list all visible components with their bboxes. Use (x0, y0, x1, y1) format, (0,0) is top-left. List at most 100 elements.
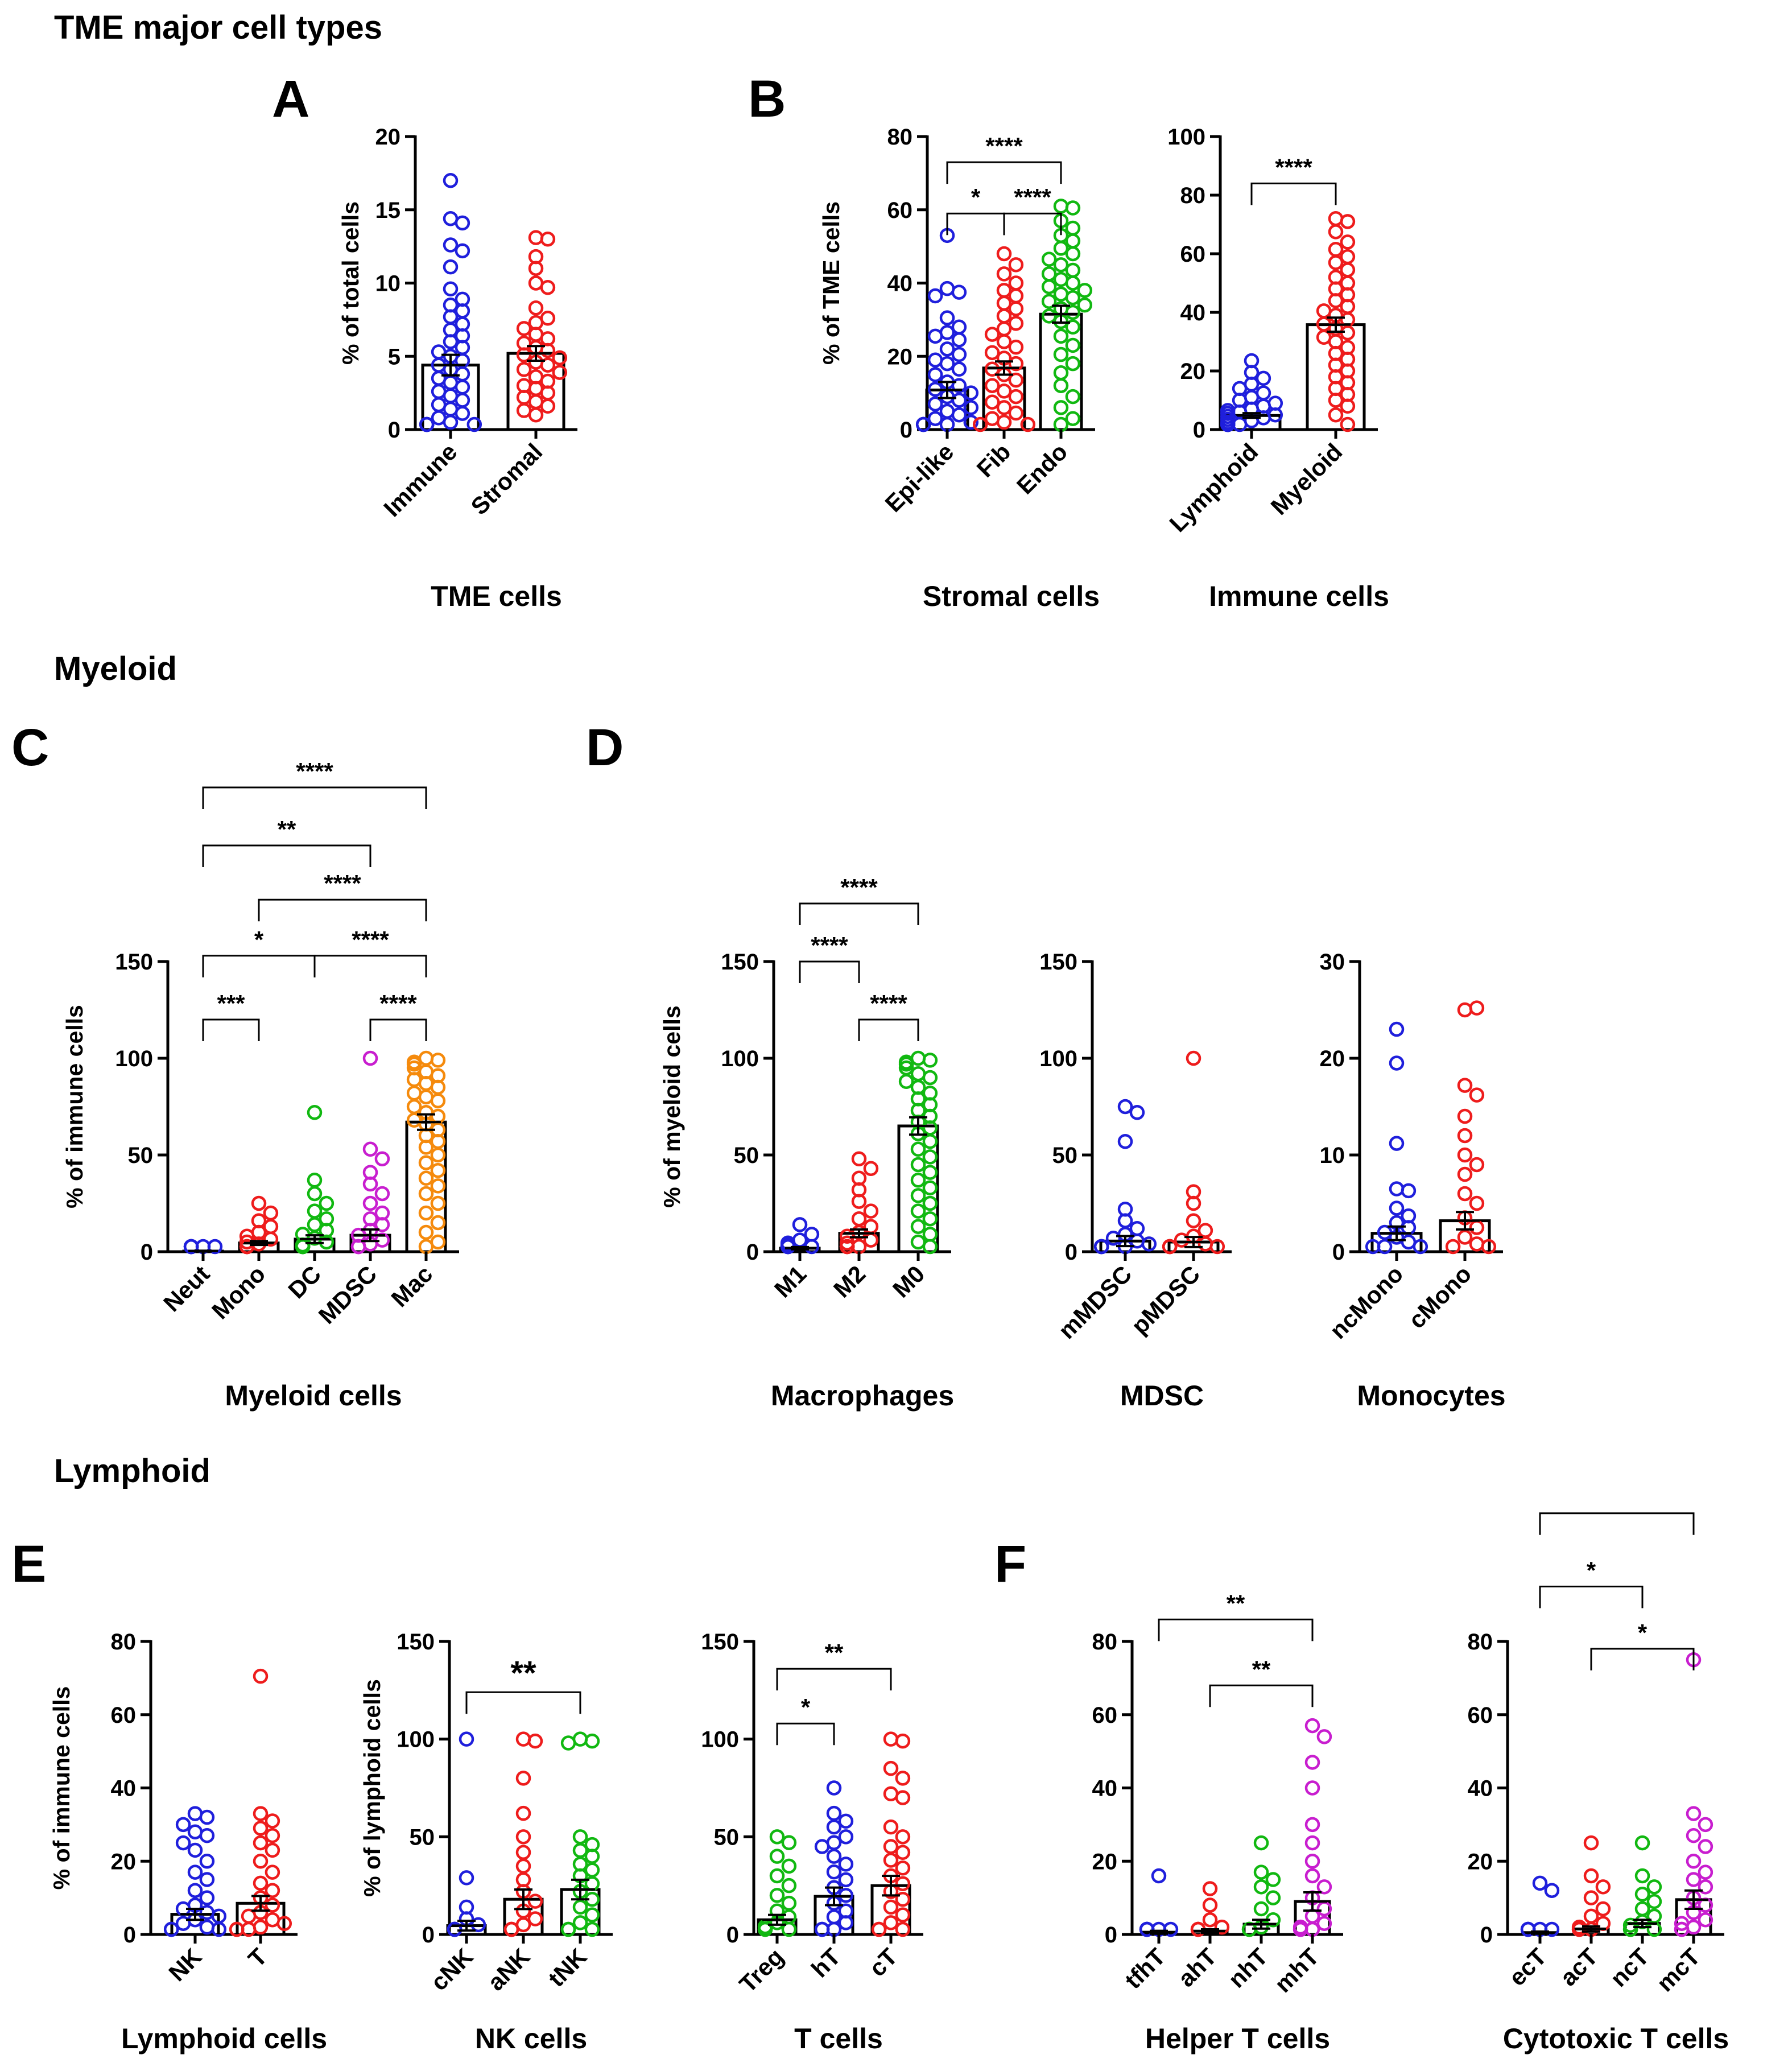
bar-stromal (506, 352, 565, 431)
data-point (883, 1819, 899, 1835)
data-point (1141, 1236, 1157, 1252)
data-point (863, 1203, 879, 1219)
data-point (951, 346, 967, 362)
data-point (1202, 1897, 1218, 1913)
data-point (895, 1845, 911, 1860)
data-point (1065, 220, 1081, 236)
data-point (927, 288, 943, 304)
data-point (1065, 389, 1081, 405)
data-point (1686, 1919, 1702, 1935)
x-tick-label: DC (283, 1260, 326, 1303)
data-point (895, 1829, 911, 1845)
data-point (265, 1897, 280, 1913)
data-point (560, 1921, 576, 1937)
data-point (1053, 400, 1069, 415)
significance-bracket (946, 212, 1005, 236)
data-point (1304, 1718, 1320, 1734)
data-point (199, 1854, 215, 1869)
y-tick-label: 150 (701, 1629, 739, 1655)
x-tick-label: M2 (828, 1260, 871, 1303)
data-point (211, 1921, 227, 1937)
y-tick-label: 50 (1052, 1143, 1078, 1168)
data-point (1595, 1901, 1611, 1917)
data-point (1328, 393, 1344, 408)
x-axis-title: MDSC (1120, 1380, 1204, 1412)
data-point (895, 1891, 911, 1907)
y-tick-label: 150 (115, 950, 153, 975)
data-point (253, 1806, 269, 1821)
data-point (1469, 1195, 1485, 1211)
data-point (1340, 234, 1356, 250)
data-point (1129, 1220, 1145, 1236)
section-title-tme: TME major cell types (54, 9, 382, 46)
data-point (572, 1829, 588, 1845)
data-point (1151, 1868, 1167, 1884)
data-point (1053, 286, 1069, 302)
y-tick-label: 15 (375, 198, 401, 223)
data-point (1041, 251, 1057, 267)
significance-bracket (202, 844, 371, 867)
data-point (455, 215, 470, 231)
data-point (1198, 1236, 1213, 1252)
data-point (1401, 1183, 1417, 1199)
panel-label-d: D (586, 719, 624, 777)
data-point (430, 1215, 446, 1231)
data-point (781, 1921, 797, 1937)
y-tick-label: 0 (141, 1240, 153, 1265)
data-point (516, 362, 532, 377)
significance-bracket (313, 955, 427, 977)
data-point (516, 321, 532, 336)
data-point (1174, 1232, 1190, 1248)
x-axis-title: Myeloid cells (225, 1380, 402, 1412)
y-tick-label: 40 (1180, 300, 1206, 325)
y-tick-label: 80 (1092, 1629, 1118, 1655)
data-point (251, 1195, 267, 1211)
data-point (1646, 1893, 1662, 1909)
data-point (1583, 1890, 1599, 1905)
data-point (1634, 1835, 1650, 1851)
y-tick-label: 0 (1105, 1923, 1117, 1948)
x-axis-title: Lymphoid cells (121, 2023, 327, 2055)
data-point (540, 279, 556, 295)
significance-label: * (1638, 1619, 1648, 1646)
data-point (895, 1921, 911, 1937)
data-point (430, 1162, 446, 1178)
data-point (1065, 319, 1081, 335)
data-point (175, 1835, 191, 1851)
significance-bracket (465, 1691, 581, 1714)
data-point (1065, 304, 1081, 320)
data-point (838, 1915, 854, 1930)
data-point (1053, 241, 1069, 256)
data-point (459, 1731, 474, 1747)
data-point (418, 1205, 434, 1221)
bar-myeloid (1306, 323, 1366, 431)
data-point (455, 366, 470, 382)
data-point (895, 1790, 911, 1805)
data-point (951, 393, 967, 408)
data-point (443, 173, 459, 188)
data-point (922, 1211, 938, 1227)
x-tick-label: Lymphoid (1164, 438, 1263, 537)
y-axis-label: % of TME cells (818, 201, 844, 365)
data-point (199, 1809, 215, 1825)
data-point (1008, 288, 1024, 304)
data-point (996, 308, 1012, 324)
data-point (443, 414, 459, 430)
data-point (430, 1178, 446, 1194)
data-point (1686, 1872, 1702, 1887)
data-point (527, 1911, 543, 1926)
y-tick-label: 20 (887, 344, 913, 369)
panel-label-b: B (748, 70, 786, 128)
significance-label: ** (1252, 1656, 1271, 1682)
data-point (769, 1849, 785, 1864)
data-point (1340, 214, 1356, 229)
data-point (895, 1771, 911, 1786)
data-point (769, 1829, 785, 1845)
data-point (1053, 257, 1069, 273)
data-point (939, 356, 955, 372)
data-point (922, 1180, 938, 1196)
